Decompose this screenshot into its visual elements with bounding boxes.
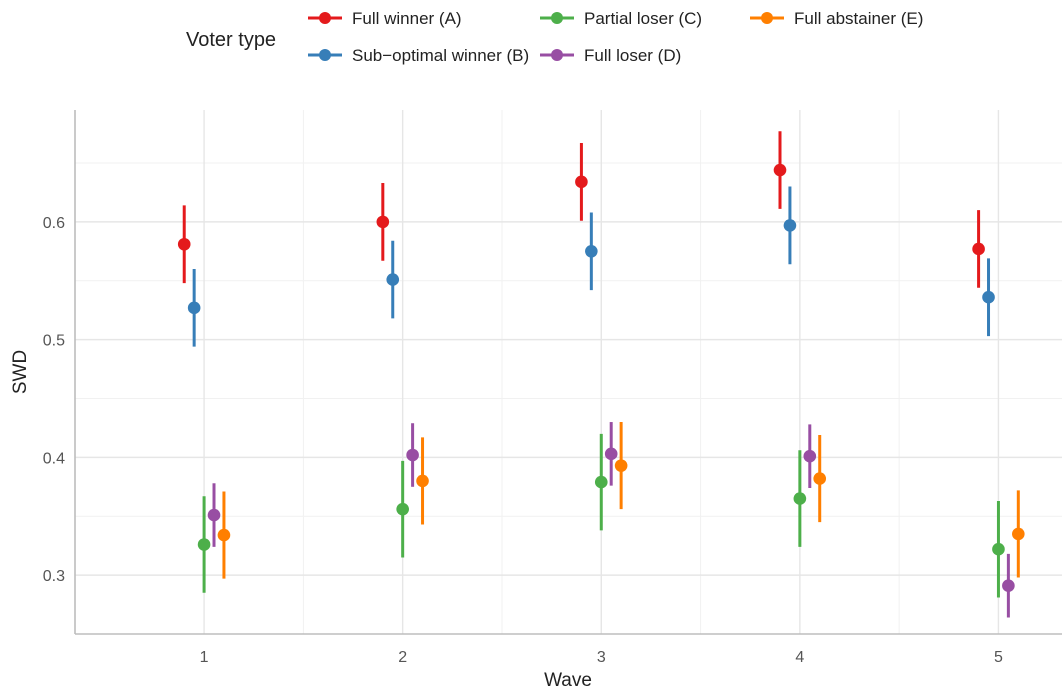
x-tick-label: 5 xyxy=(994,649,1003,666)
legend-title: Voter type xyxy=(186,29,276,51)
legend-item: Full loser (D) xyxy=(540,46,681,65)
legend-label: Full winner (A) xyxy=(352,9,462,28)
data-point xyxy=(187,301,201,315)
legend-key-point xyxy=(319,12,331,24)
data-point xyxy=(177,237,191,251)
data-point xyxy=(992,542,1005,556)
data-point xyxy=(1002,579,1015,593)
data-point xyxy=(406,448,419,462)
y-tick-label: 0.6 xyxy=(43,215,65,232)
x-tick-label: 3 xyxy=(597,649,606,666)
data-point xyxy=(217,528,231,542)
legend-key-point xyxy=(319,49,331,61)
data-point xyxy=(594,475,608,489)
data-point xyxy=(416,474,429,488)
y-tick-label: 0.4 xyxy=(43,450,65,467)
data-point xyxy=(1012,527,1025,541)
data-point xyxy=(803,449,817,463)
data-point xyxy=(207,508,221,522)
legend-label: Partial loser (C) xyxy=(584,9,702,28)
legend-item: Full abstainer (E) xyxy=(750,9,923,28)
x-tick-label: 4 xyxy=(795,649,804,666)
data-point xyxy=(604,447,618,461)
series-group xyxy=(217,422,1025,579)
legend-label: Full loser (D) xyxy=(584,46,681,65)
y-axis-title: SWD xyxy=(10,350,31,394)
x-axis-title: Wave xyxy=(544,670,592,691)
series-group xyxy=(177,131,985,288)
legend-key-point xyxy=(761,12,773,24)
data-point xyxy=(773,163,787,177)
series-group xyxy=(187,186,995,347)
data-point xyxy=(614,459,628,472)
data-point xyxy=(197,538,211,551)
data-point xyxy=(793,492,807,505)
y-tick-label: 0.5 xyxy=(43,333,65,350)
legend-item: Full winner (A) xyxy=(308,9,462,28)
legend-item: Partial loser (C) xyxy=(540,9,702,28)
tick-labels: 0.3 0.4 0.5 0.6 1 2 3 4 5 xyxy=(43,215,1003,666)
x-tick-label: 2 xyxy=(398,649,407,666)
legend-item: Sub−optimal winner (B) xyxy=(308,46,529,65)
data-point xyxy=(575,175,588,189)
data-point xyxy=(386,273,400,286)
series-group xyxy=(197,433,1005,598)
data-point xyxy=(585,245,598,258)
x-tick-label: 1 xyxy=(200,649,209,666)
data-point xyxy=(972,242,985,256)
legend: Voter type Full winner (A) Sub−optimal wi… xyxy=(186,9,923,65)
data-point xyxy=(396,502,409,516)
data-point xyxy=(813,472,827,485)
data-point xyxy=(783,219,797,232)
y-tick-label: 0.3 xyxy=(43,568,65,585)
series-group xyxy=(207,422,1015,618)
data-marks xyxy=(177,131,1025,618)
data-point xyxy=(376,215,390,229)
legend-label: Sub−optimal winner (B) xyxy=(352,46,529,65)
legend-label: Full abstainer (E) xyxy=(794,9,923,28)
legend-key-point xyxy=(551,12,563,24)
axes xyxy=(74,110,1062,635)
legend-key-point xyxy=(551,49,563,61)
data-point xyxy=(982,290,995,304)
